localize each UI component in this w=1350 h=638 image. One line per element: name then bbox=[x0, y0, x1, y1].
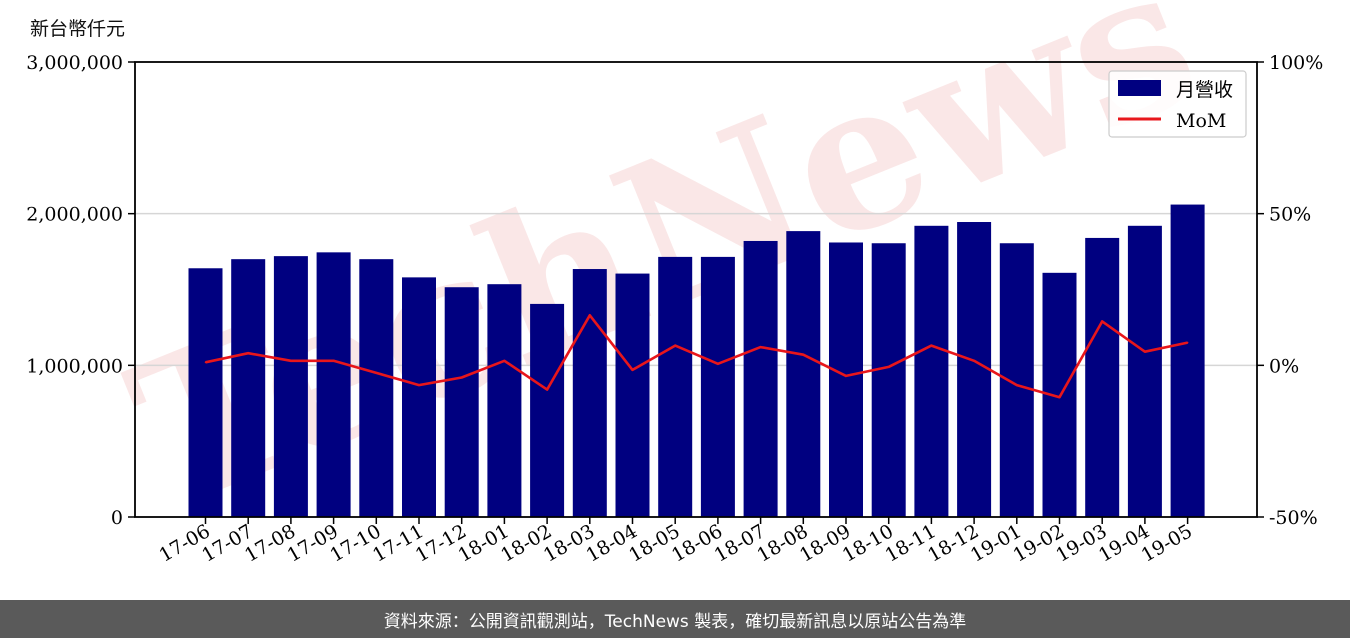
y-right-tick-label: 0% bbox=[1269, 355, 1299, 377]
mom-line-series bbox=[204, 313, 1189, 399]
bar-18-02 bbox=[530, 303, 565, 517]
mom-point-18-06 bbox=[717, 363, 719, 365]
mom-point-17-09 bbox=[332, 359, 335, 362]
mom-point-18-04 bbox=[631, 369, 634, 371]
y-right-tick-label: 100% bbox=[1269, 52, 1323, 74]
chart: 新台幣仟元 TechNews 01,000,0002,000,0003,000,… bbox=[26, 0, 1323, 567]
bar-17-09 bbox=[316, 252, 351, 517]
mom-point-18-03 bbox=[589, 314, 591, 317]
bar-17-11 bbox=[402, 277, 436, 517]
mom-point-18-02 bbox=[546, 388, 548, 391]
bar-18-06 bbox=[700, 256, 735, 517]
mom-point-17-10 bbox=[375, 372, 378, 374]
footer-source-text: 資料來源：公開資訊觀測站，TechNews 製表，確切最新訊息以原站公告為準 bbox=[383, 611, 967, 632]
mom-point-18-01 bbox=[503, 359, 506, 362]
bar-series bbox=[188, 204, 1205, 518]
bar-18-04 bbox=[615, 273, 650, 517]
bar-18-03 bbox=[572, 269, 607, 517]
mom-point-19-05 bbox=[1186, 341, 1189, 344]
bar-19-01 bbox=[999, 243, 1034, 517]
y-axis-unit-label: 新台幣仟元 bbox=[30, 18, 126, 40]
bar-19-05 bbox=[1170, 204, 1205, 518]
bar-17-12 bbox=[444, 287, 479, 517]
plot-frame bbox=[134, 61, 1258, 518]
chart-svg: TechNews 01,000,0002,000,0003,000,000-50… bbox=[26, 0, 1323, 567]
mom-point-17-11 bbox=[418, 384, 420, 386]
y-left-tick-label: 3,000,000 bbox=[26, 52, 123, 74]
mom-point-18-08 bbox=[802, 353, 805, 356]
y-left-tick-label: 1,000,000 bbox=[26, 355, 123, 377]
mom-point-17-08 bbox=[290, 359, 292, 362]
x-tick-label-19-05: 19-05 bbox=[1138, 520, 1196, 566]
bar-19-04 bbox=[1127, 225, 1162, 518]
bar-17-10 bbox=[359, 259, 394, 517]
bar-18-07 bbox=[743, 240, 778, 517]
legend: 月營收 MoM bbox=[1108, 70, 1247, 138]
bar-18-05 bbox=[658, 256, 693, 517]
bar-18-12 bbox=[957, 222, 992, 517]
legend-swatch-bar bbox=[1118, 80, 1161, 96]
bar-18-09 bbox=[829, 242, 863, 517]
mom-point-19-02 bbox=[1058, 396, 1061, 398]
mom-point-17-06 bbox=[204, 361, 207, 364]
mom-point-18-11 bbox=[930, 344, 933, 347]
mom-point-18-05 bbox=[674, 344, 676, 347]
bar-18-01 bbox=[487, 284, 522, 517]
bar-17-07 bbox=[231, 259, 266, 517]
bar-18-10 bbox=[871, 243, 906, 517]
mom-point-18-12 bbox=[973, 359, 975, 362]
bar-17-06 bbox=[188, 268, 223, 517]
mom-point-19-04 bbox=[1144, 350, 1146, 353]
mom-line bbox=[205, 313, 1188, 399]
bar-17-08 bbox=[273, 256, 308, 517]
mom-point-18-07 bbox=[759, 346, 762, 348]
y-left-tick-label: 2,000,000 bbox=[26, 204, 123, 226]
y-right-tick-label: -50% bbox=[1269, 507, 1318, 529]
footer-source: 資料來源：公開資訊觀測站，TechNews 製表，確切最新訊息以原站公告為準 bbox=[0, 600, 1350, 638]
mom-point-18-09 bbox=[845, 375, 847, 377]
bar-19-03 bbox=[1085, 237, 1120, 517]
y-right-tick-label: 50% bbox=[1269, 204, 1311, 226]
mom-point-19-03 bbox=[1101, 320, 1103, 323]
mom-point-19-01 bbox=[1016, 384, 1018, 386]
mom-point-17-12 bbox=[460, 376, 463, 379]
bar-18-08 bbox=[786, 231, 821, 517]
mom-point-17-07 bbox=[247, 352, 249, 355]
legend-label-bar: 月營收 bbox=[1176, 79, 1233, 101]
mom-point-18-10 bbox=[887, 366, 890, 368]
legend-label-line: MoM bbox=[1176, 110, 1226, 132]
y-left-tick-label: 0 bbox=[111, 507, 123, 529]
bar-18-11 bbox=[914, 225, 949, 518]
